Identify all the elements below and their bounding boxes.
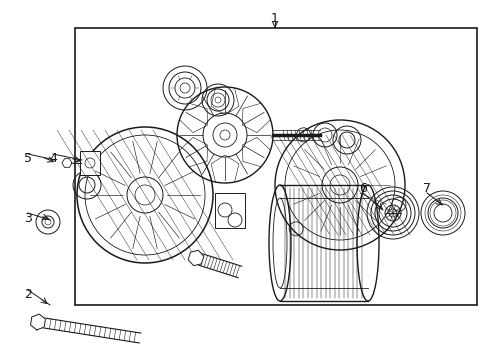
Bar [80,151,100,175]
Text: 7: 7 [422,181,430,194]
Text: 2: 2 [24,288,32,302]
Text: 6: 6 [358,181,366,194]
Polygon shape [30,314,45,330]
Text: 1: 1 [270,12,278,24]
Bar [75,28,476,305]
Bar [215,193,244,228]
Polygon shape [194,252,242,278]
Text: 4: 4 [49,152,57,165]
Text: 3: 3 [24,212,32,225]
Polygon shape [37,317,141,343]
Polygon shape [188,250,203,266]
Text: 5: 5 [24,152,32,165]
Polygon shape [62,159,72,167]
